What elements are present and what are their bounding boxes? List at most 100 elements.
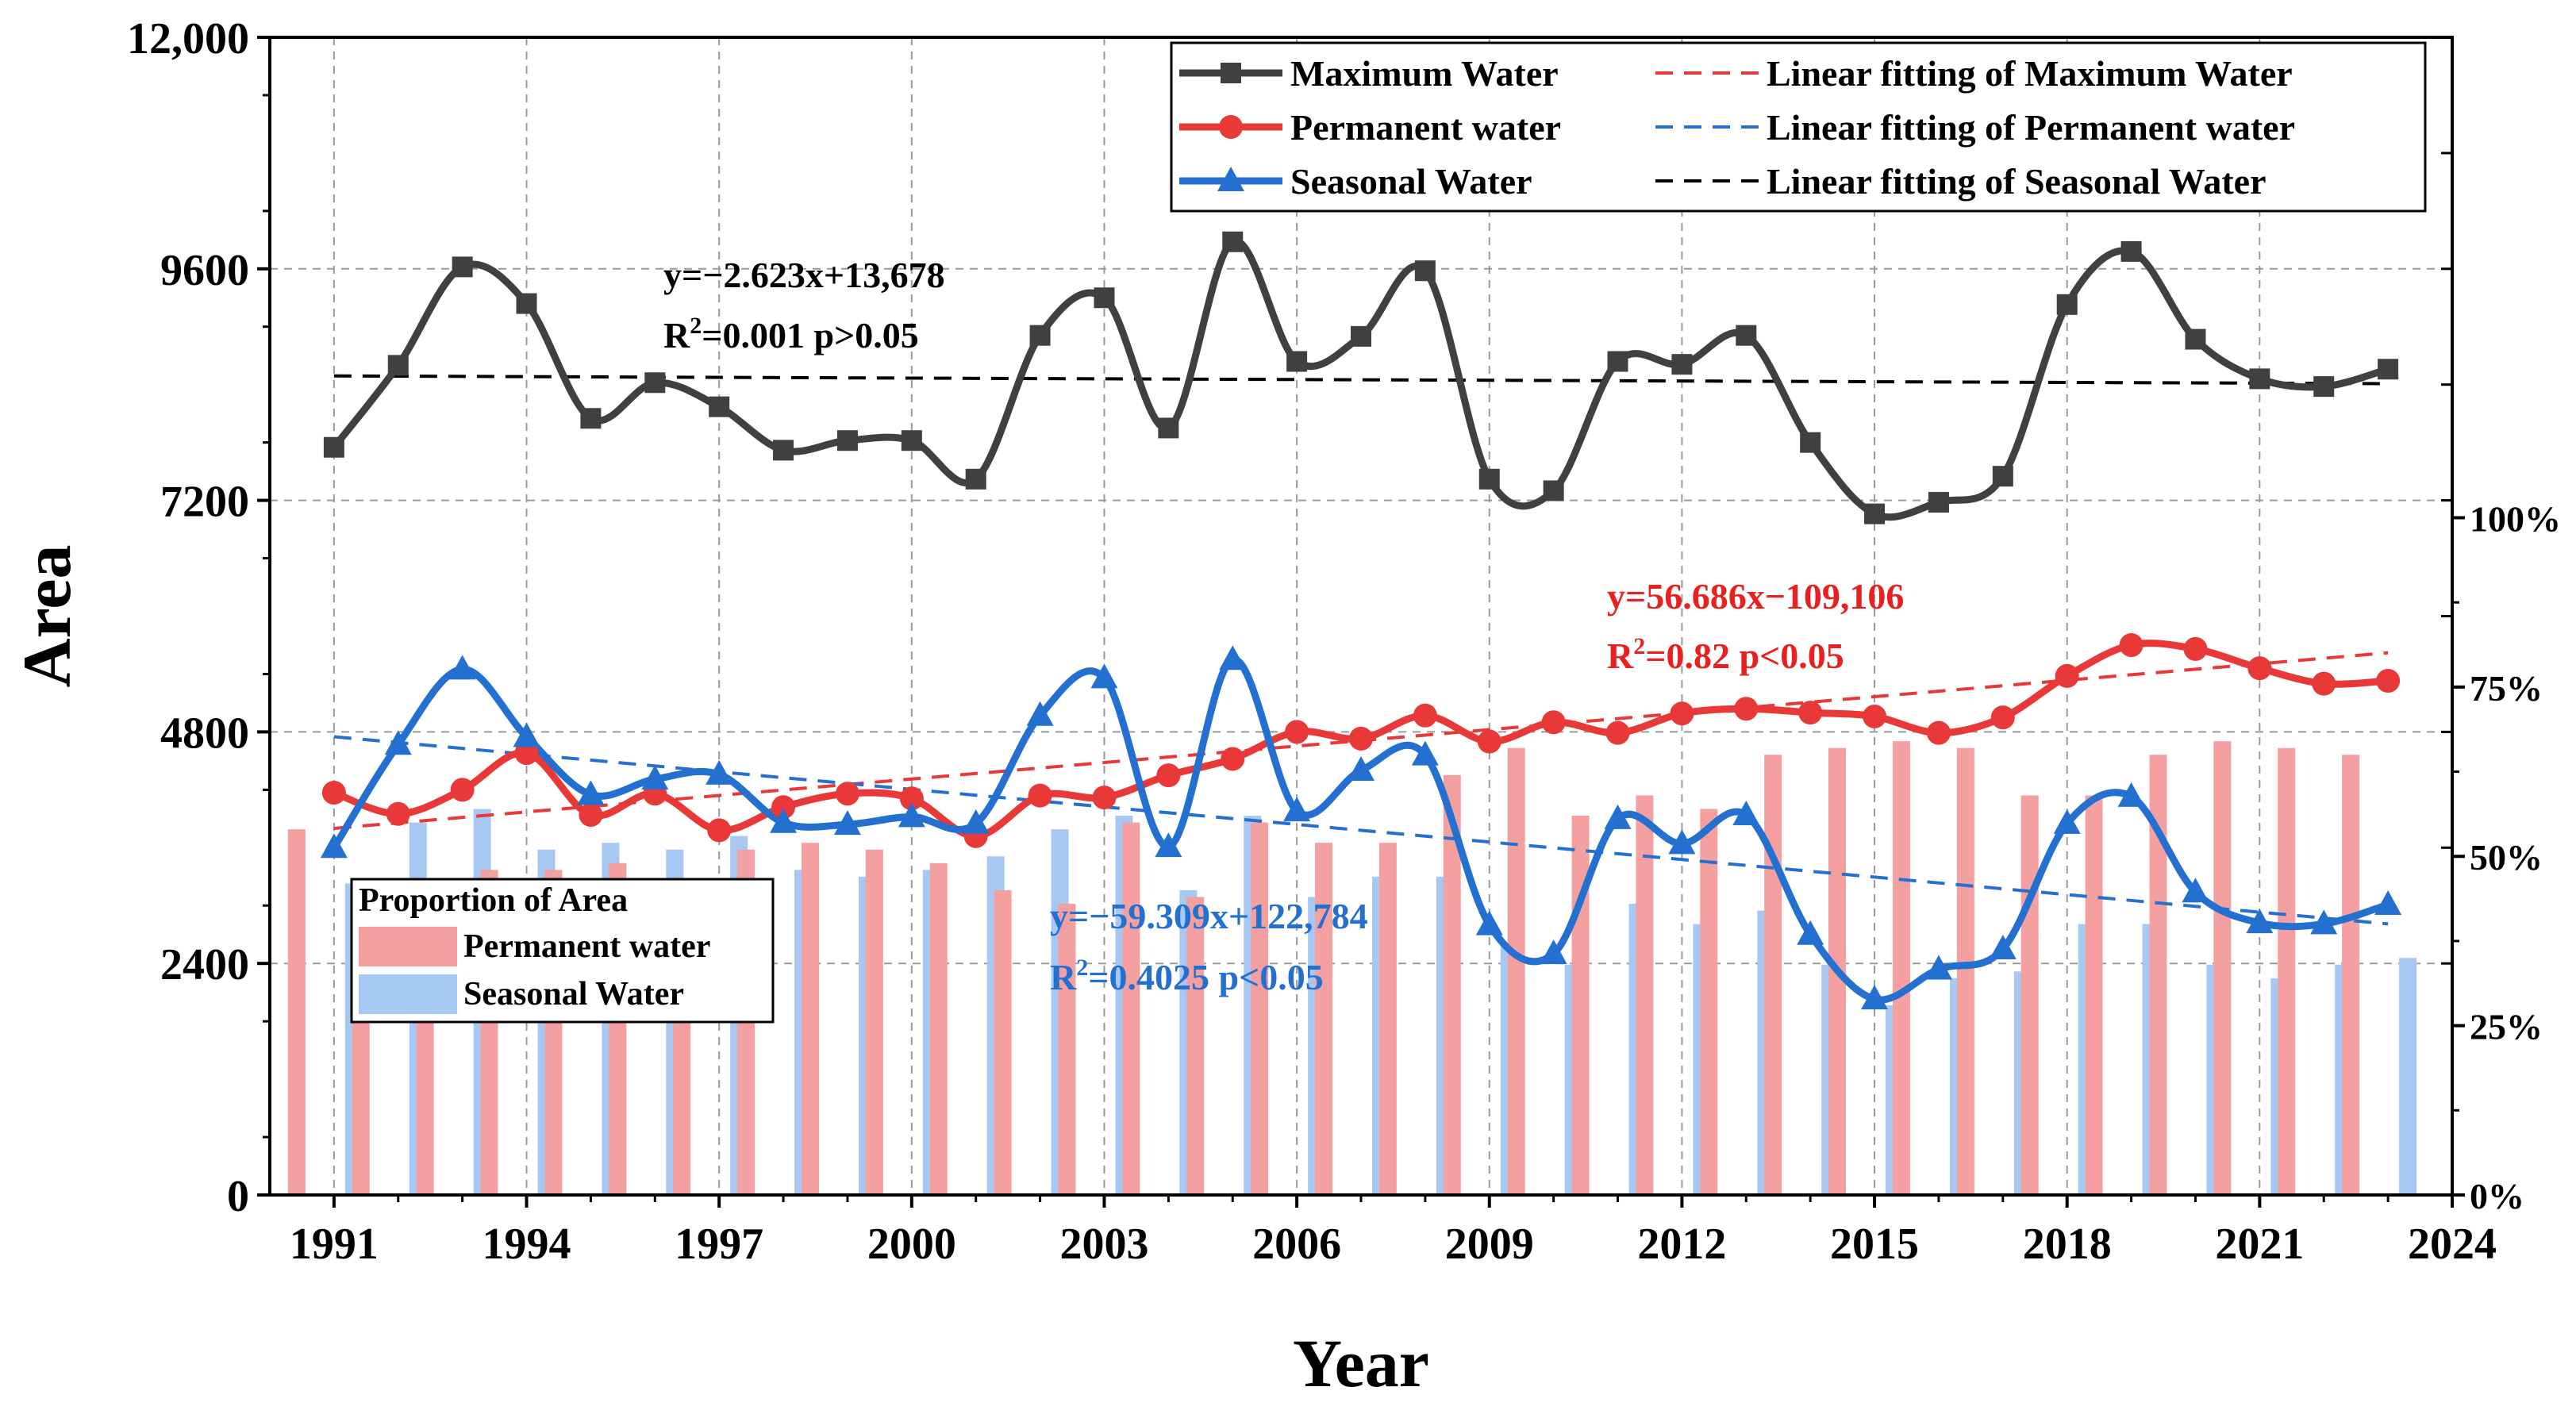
point-maximum-water-1994 [516,293,537,314]
point-maximum-water-2002 [1029,325,1051,346]
point-permanent-water-2003 [1092,786,1117,810]
point-maximum-water-1998 [773,440,794,461]
point-maximum-water-2019 [2120,240,2142,262]
point-seasonal-water-1999 [833,810,861,836]
point-permanent-water-2004 [1156,763,1181,788]
bar-permanent-2014 [1764,755,1782,1195]
x-tick-label: 2015 [1830,1220,1919,1269]
point-permanent-water-1999 [835,782,859,806]
bar-permanent-2001 [929,863,948,1195]
bar-permanent-2002 [994,889,1012,1195]
point-permanent-water-2013 [1734,697,1759,721]
point-seasonal-water-1995 [577,780,605,805]
legend-label: Linear fitting of Permanent water [1767,107,2295,148]
proportion-legend-label: Permanent water [463,928,710,965]
point-seasonal-water-2002 [1026,701,1054,726]
point-maximum-water-2011 [1607,351,1628,372]
legend-label: Maximum Water [1290,53,1559,94]
point-permanent-water-2012 [1670,701,1694,726]
point-permanent-water-1991 [321,780,346,805]
point-maximum-water-1997 [709,396,730,417]
proportion-legend-title: Proportion of Area [359,882,628,919]
bar-permanent-2022 [2278,747,2296,1195]
proportion-legend-label: Seasonal Water [463,976,684,1012]
bar-permanent-2020 [2149,755,2167,1195]
bar-permanent-2007 [1315,843,1332,1195]
x-tick-label: 2012 [1637,1220,1726,1269]
point-seasonal-water-2022 [2310,909,2338,935]
bar-permanent-1991 [287,829,306,1195]
point-seasonal-water-1991 [320,833,348,859]
point-seasonal-water-2005 [1219,645,1247,670]
x-axis-title: Year [1293,1325,1429,1401]
point-permanent-water-1994 [514,741,539,766]
point-maximum-water-2015 [1864,503,1886,524]
point-maximum-water-2020 [2185,328,2206,350]
right-tick-label: 75% [2470,668,2543,709]
x-tick-label: 2018 [2023,1220,2112,1269]
y-axis-title: Area [9,545,85,688]
fit-equation: y=56.686x−109,106 [1607,576,1904,617]
point-permanent-water-1993 [450,778,475,802]
y-tick-label: 7200 [160,478,249,527]
point-seasonal-water-2006 [1283,797,1311,822]
point-permanent-water-1995 [579,802,603,827]
point-maximum-water-2000 [901,430,922,451]
point-permanent-water-2011 [1605,720,1630,745]
bar-permanent-2009 [1443,774,1461,1195]
fit-lines [333,374,2389,926]
bar-permanent-2005 [1186,897,1205,1195]
bar-permanent-1999 [801,843,819,1195]
point-maximum-water-2022 [2313,376,2335,398]
point-permanent-water-2020 [2183,636,2208,661]
point-maximum-water-2014 [1800,432,1821,453]
x-tick-label: 2000 [867,1220,956,1269]
bar-permanent-2003 [1058,903,1076,1195]
point-maximum-water-2017 [1992,466,2013,487]
legend-marker-0 [1221,63,1241,83]
y-tick-label: 12,000 [127,14,249,63]
point-seasonal-water-2017 [1989,934,2017,959]
proportion-legend: Proportion of Area Permanent water Seasona… [350,878,775,1024]
point-seasonal-water-2013 [1732,800,1760,825]
point-maximum-water-1993 [452,256,473,278]
point-seasonal-water-1994 [513,722,540,747]
bar-permanent-2006 [1251,822,1269,1195]
point-seasonal-water-2000 [898,802,925,828]
fit-equation: y=−2.623x+13,678 [663,255,945,295]
point-seasonal-water-2019 [2117,782,2145,807]
bar-permanent-2013 [1700,809,1718,1195]
point-maximum-water-2021 [2249,368,2270,390]
legend-label: Permanent water [1290,107,1561,148]
bar-permanent-2000 [865,849,883,1195]
point-seasonal-water-2012 [1668,829,1696,855]
point-maximum-water-2005 [1222,231,1244,252]
legend-label: Linear fitting of Seasonal Water [1767,161,2266,202]
point-maximum-water-1996 [644,372,666,394]
point-seasonal-water-2008 [1411,740,1439,766]
point-seasonal-water-2021 [2246,909,2274,934]
point-permanent-water-2019 [2119,632,2143,657]
point-seasonal-water-2004 [1155,832,1182,858]
line-maximum-water [330,237,2392,521]
axes: 0 2400 4800 7200 9600 12,000 1991 1994 1997 2000 2… [9,14,2561,1401]
point-seasonal-water-2010 [1540,939,1567,965]
point-maximum-water-2001 [965,468,986,490]
point-seasonal-water-2015 [1861,985,1889,1010]
point-maximum-water-2009 [1478,468,1500,490]
point-permanent-water-2016 [1926,720,1951,745]
point-seasonal-water-1993 [448,655,476,680]
fit-line-5 [333,374,2389,386]
point-maximum-water-2003 [1094,287,1115,309]
point-seasonal-water-1998 [770,808,798,833]
fit-equation: y=−59.309x+122,784 [1050,896,1368,936]
bar-permanent-2019 [2085,795,2103,1195]
point-seasonal-water-2018 [2053,809,2081,834]
y-tick-label: 4800 [160,709,249,758]
point-permanent-water-2015 [1863,704,1887,728]
point-permanent-water-2009 [1477,729,1501,754]
point-permanent-water-2005 [1221,747,1245,771]
point-maximum-water-1999 [836,430,858,451]
point-permanent-water-2000 [899,786,924,811]
